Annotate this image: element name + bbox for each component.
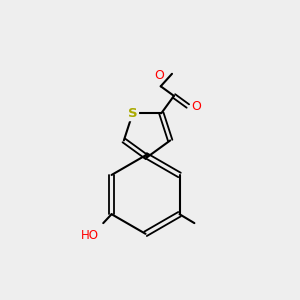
Text: S: S: [128, 107, 137, 120]
Text: O: O: [154, 69, 164, 82]
Text: O: O: [191, 100, 201, 112]
Text: HO: HO: [81, 229, 99, 242]
